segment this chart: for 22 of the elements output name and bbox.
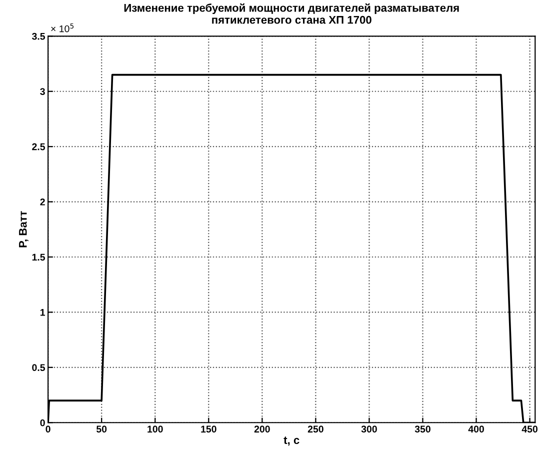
y-tick-label: 3 [40,88,45,95]
y-tick-label: 2 [40,198,45,206]
y-tick-label: 3.5 [32,32,46,40]
x-tick-label: 100 [148,426,163,433]
text: × 10$^{5}$ [51,23,74,32]
x-tick-label: 350 [414,426,430,433]
y-tick-label: 1 [40,309,46,316]
y-tick-label: 0.5 [32,364,46,372]
x-tick-label: 250 [308,426,324,433]
x-tick-label: 150 [201,426,216,433]
y-tick-label: 1.5 [32,254,46,261]
chart-title: Изменение требуемой мощности двигателей разматывателя пятиклетевого стана ХП 1700 [124,3,459,24]
x-tick-label: 300 [361,426,377,433]
x-tick-label: 200 [254,426,270,433]
y-axis-title: P, Ватт [19,211,28,248]
x-tick-label: 400 [468,426,484,433]
y-tick-label: 0 [40,419,45,426]
x-axis-title: t, c [284,436,300,446]
x-tick-label: 0 [46,426,50,433]
x-tick-label: 450 [522,426,538,433]
x-tick-label: 50 [96,426,107,433]
y-tick-label: 2.5 [32,143,46,150]
